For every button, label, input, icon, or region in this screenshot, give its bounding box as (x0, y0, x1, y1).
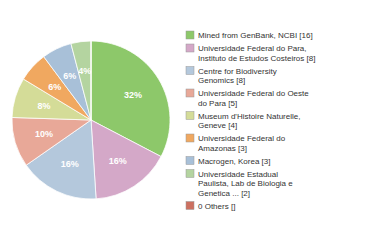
legend-label: Museum d'Histoire Naturelle,Geneve [4] (198, 112, 300, 131)
legend-label-line: Universidade Federal do Para, (198, 44, 307, 53)
data-labels: 32%16%16%10%8%6%6%4% (35, 66, 142, 169)
legend-swatch (186, 44, 194, 52)
data-label: 16% (61, 159, 79, 169)
data-label: 6% (48, 82, 61, 92)
slice (12, 117, 91, 165)
legend-label-line: Universidade Estadual (198, 170, 278, 179)
legend-swatch (186, 31, 194, 39)
slice (90, 41, 91, 120)
data-label: 16% (109, 156, 127, 166)
legend-label: Universidade Federal doAmazonas [3] (198, 134, 286, 153)
legend-swatch (186, 157, 194, 165)
legend-label: Macrogen, Korea [3] (198, 157, 270, 166)
legend-item: Universidade Federal doAmazonas [3] (186, 134, 286, 153)
legend-label-line: Centre for Biodiversity (198, 67, 277, 76)
slice (91, 120, 161, 199)
legend-label-line: Macrogen, Korea [3] (198, 157, 270, 166)
legend-swatch (186, 89, 194, 97)
legend-label: Universidade Federal do Oestedo Para [5] (198, 89, 309, 108)
legend-label: Universidade EstadualPaulista, Lab de Bi… (198, 170, 293, 198)
legend-label-line: Museum d'Histoire Naturelle, (198, 112, 300, 121)
legend-swatch (186, 134, 194, 142)
legend-swatch (186, 67, 194, 75)
legend: Mined from GenBank, NCBI [16] Universidad… (186, 31, 315, 211)
data-label: 32% (124, 90, 142, 100)
legend-label-line: Mined from GenBank, NCBI [16] (198, 31, 313, 40)
data-label: 4% (78, 66, 91, 76)
legend-item: 0 Others [] (186, 202, 235, 211)
legend-item: Universidade Federal do Para,Instituto d… (186, 44, 315, 63)
legend-label-line: Paulista, Lab de Biologia e (198, 179, 293, 188)
legend-label: 0 Others [] (198, 202, 235, 211)
data-label: 10% (35, 129, 53, 139)
legend-item: Museum d'Histoire Naturelle,Geneve [4] (186, 112, 300, 131)
legend-label-line: Universidade Federal do Oeste (198, 89, 309, 98)
legend-label-line: 0 Others [] (198, 202, 235, 211)
legend-label: Universidade Federal do Para,Instituto d… (198, 44, 315, 63)
legend-label: Mined from GenBank, NCBI [16] (198, 31, 313, 40)
pie (12, 41, 170, 199)
legend-label-line: Amazonas [3] (198, 144, 247, 153)
legend-label-line: Instituto de Estudos Costeiros [8] (198, 54, 315, 63)
legend-label-line: Genomics [8] (198, 76, 245, 85)
legend-swatch (186, 202, 194, 210)
chart: 32%16%16%10%8%6%6%4%Mined from GenBank, … (0, 0, 380, 240)
legend-label-line: Universidade Federal do (198, 134, 286, 143)
legend-item: Macrogen, Korea [3] (186, 157, 270, 166)
legend-swatch (186, 170, 194, 178)
legend-item: Centre for BiodiversityGenomics [8] (186, 67, 277, 86)
legend-item: Universidade Federal do Oestedo Para [5] (186, 89, 309, 108)
legend-label: Centre for BiodiversityGenomics [8] (198, 67, 277, 86)
legend-swatch (186, 112, 194, 120)
legend-item: Universidade EstadualPaulista, Lab de Bi… (186, 170, 293, 198)
data-label: 6% (63, 71, 76, 81)
legend-label-line: Genetica ... [2] (198, 189, 250, 198)
legend-label-line: do Para [5] (198, 99, 237, 108)
data-label: 8% (38, 101, 51, 111)
legend-label-line: Geneve [4] (198, 121, 237, 130)
legend-item: Mined from GenBank, NCBI [16] (186, 31, 313, 40)
